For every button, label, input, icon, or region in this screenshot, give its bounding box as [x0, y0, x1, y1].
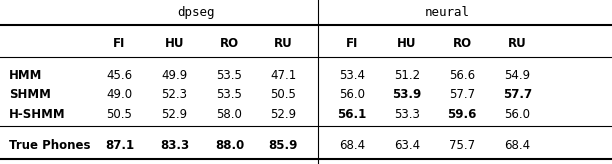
Text: 53.9: 53.9: [392, 89, 422, 102]
Text: H-SHMM: H-SHMM: [9, 108, 66, 121]
Text: dpseg: dpseg: [177, 6, 215, 19]
Text: 52.3: 52.3: [162, 89, 187, 102]
Text: 68.4: 68.4: [339, 139, 365, 152]
Text: FI: FI: [346, 37, 358, 50]
Text: 56.1: 56.1: [337, 108, 367, 121]
Text: 63.4: 63.4: [394, 139, 420, 152]
Text: RU: RU: [508, 37, 526, 50]
Text: 53.5: 53.5: [217, 69, 242, 82]
Text: 85.9: 85.9: [269, 139, 298, 152]
Text: SHMM: SHMM: [9, 89, 51, 102]
Text: 52.9: 52.9: [271, 108, 296, 121]
Text: HU: HU: [397, 37, 417, 50]
Text: HU: HU: [165, 37, 184, 50]
Text: 56.0: 56.0: [339, 89, 365, 102]
Text: 49.9: 49.9: [162, 69, 187, 82]
Text: RU: RU: [274, 37, 293, 50]
Text: HMM: HMM: [9, 69, 43, 82]
Text: 57.7: 57.7: [449, 89, 475, 102]
Text: 51.2: 51.2: [394, 69, 420, 82]
Text: 56.6: 56.6: [449, 69, 475, 82]
Text: 68.4: 68.4: [504, 139, 530, 152]
Text: 59.6: 59.6: [447, 108, 477, 121]
Text: 54.9: 54.9: [504, 69, 530, 82]
Text: 56.0: 56.0: [504, 108, 530, 121]
Text: 53.5: 53.5: [217, 89, 242, 102]
Text: 53.3: 53.3: [394, 108, 420, 121]
Text: 50.5: 50.5: [106, 108, 132, 121]
Text: 53.4: 53.4: [339, 69, 365, 82]
Text: 87.1: 87.1: [105, 139, 134, 152]
Text: 50.5: 50.5: [271, 89, 296, 102]
Text: 58.0: 58.0: [217, 108, 242, 121]
Text: 52.9: 52.9: [162, 108, 187, 121]
Text: 57.7: 57.7: [502, 89, 532, 102]
Text: FI: FI: [113, 37, 125, 50]
Text: RO: RO: [220, 37, 239, 50]
Text: 83.3: 83.3: [160, 139, 189, 152]
Text: neural: neural: [424, 6, 469, 19]
Text: 49.0: 49.0: [106, 89, 132, 102]
Text: 47.1: 47.1: [271, 69, 296, 82]
Text: 75.7: 75.7: [449, 139, 475, 152]
Text: 88.0: 88.0: [215, 139, 244, 152]
Text: 45.6: 45.6: [106, 69, 132, 82]
Text: RO: RO: [452, 37, 472, 50]
Text: True Phones: True Phones: [9, 139, 91, 152]
